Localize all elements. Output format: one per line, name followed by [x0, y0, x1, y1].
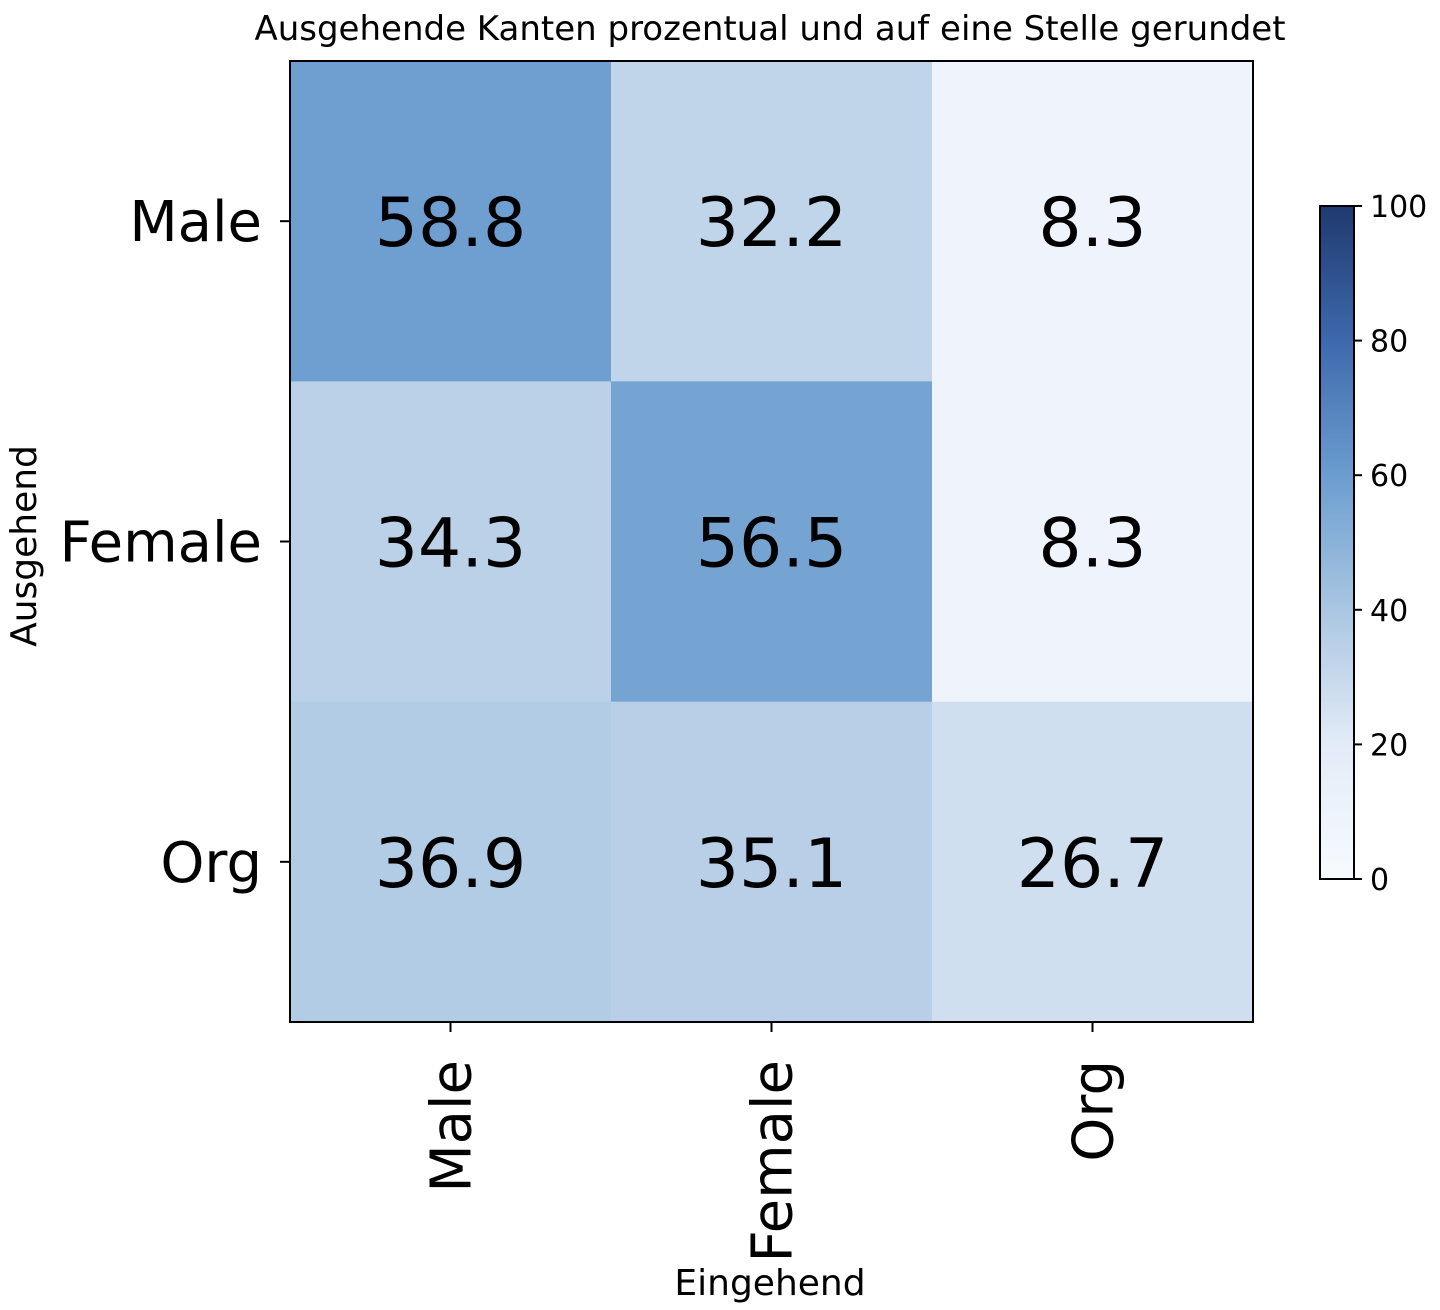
cell-value-label: 8.3 — [1038, 184, 1146, 263]
x-tick-label: Org — [1062, 1060, 1127, 1162]
colorbar-tick-label: 0 — [1370, 863, 1389, 898]
heatmap-cell-labels: 58.8 32.2 8.3 34.3 56.5 8.3 36.9 35.1 26.7 — [375, 184, 1168, 904]
y-tick-label: Male — [129, 190, 262, 255]
colorbar-tick-label: 80 — [1370, 325, 1408, 360]
x-tick-label: Female — [741, 1060, 806, 1262]
x-axis-label: Eingehend — [674, 1263, 865, 1304]
heatmap-cell — [290, 61, 612, 382]
heatmap-cell — [611, 61, 933, 382]
heatmap-cells — [290, 61, 1254, 1023]
y-tick-label: Org — [160, 831, 262, 896]
heatmap-cell — [290, 701, 612, 1023]
x-axis-ticks: Male Female Org — [420, 1022, 1127, 1262]
heatmap-cell — [611, 701, 933, 1023]
cell-value-label: 34.3 — [375, 505, 526, 584]
chart-title: Ausgehende Kanten prozentual und auf ein… — [254, 9, 1285, 49]
colorbar-tick-label: 100 — [1370, 190, 1427, 225]
heatmap-cell — [290, 381, 612, 703]
colorbar-tick-label: 40 — [1370, 594, 1408, 629]
heatmap-cell — [932, 381, 1254, 703]
cell-value-label: 32.2 — [696, 184, 847, 263]
colorbar-tick-label: 60 — [1370, 459, 1408, 494]
cell-value-label: 8.3 — [1038, 505, 1146, 584]
heatmap-cell — [932, 701, 1254, 1023]
cell-value-label: 56.5 — [696, 505, 847, 584]
cell-value-label: 35.1 — [696, 825, 847, 904]
cell-value-label: 26.7 — [1017, 825, 1168, 904]
colorbar-ticks: 0 20 40 60 80 100 — [1354, 190, 1427, 898]
y-tick-label: Female — [60, 511, 262, 576]
colorbar-tick-label: 20 — [1370, 728, 1408, 763]
colorbar — [1319, 205, 1355, 880]
x-tick-label: Male — [420, 1060, 485, 1193]
heatmap-cell — [932, 61, 1254, 382]
cell-value-label: 36.9 — [375, 825, 526, 904]
y-axis-label: Ausgehend — [4, 445, 45, 647]
y-axis-ticks: Male Female Org — [60, 190, 290, 896]
heatmap-cell — [611, 381, 933, 703]
cell-value-label: 58.8 — [375, 184, 526, 263]
